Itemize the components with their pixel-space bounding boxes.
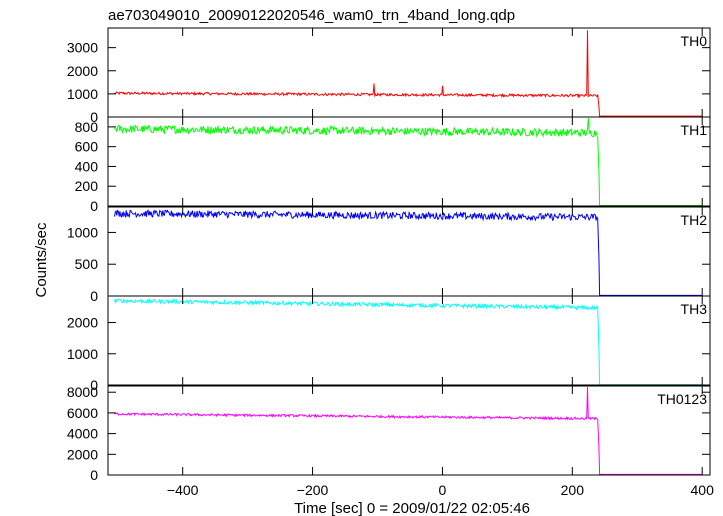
panel-th0: 0 1000 2000 3000 TH0	[67, 27, 711, 125]
x-axis-label: Time [sec] 0 = 2009/01/22 02:05:46	[294, 500, 530, 516]
series-line-th1	[114, 117, 703, 206]
panel-th3: 0 1000 2000 TH3	[67, 295, 711, 393]
y-tick-label: 800	[75, 119, 99, 135]
panel-frame	[107, 295, 711, 386]
y-tick-label: 3000	[67, 40, 98, 56]
y-tick-label: 500	[75, 256, 99, 272]
panel-label: TH0123	[657, 391, 707, 407]
y-tick-label: 0	[90, 288, 98, 304]
x-tick-label: −200	[297, 482, 329, 498]
panel-label: TH3	[681, 301, 708, 317]
y-tick-label: 1000	[67, 86, 98, 102]
series-line-th0123	[114, 386, 703, 475]
y-tick-label: 0	[90, 198, 98, 214]
y-tick-label: 2000	[67, 315, 98, 331]
y-tick-label: 0	[90, 109, 98, 125]
y-tick-label: 8000	[67, 384, 98, 400]
y-tick-label: 6000	[67, 405, 98, 421]
y-tick-label: 0	[90, 467, 98, 483]
y-tick-label: 4000	[67, 426, 98, 442]
x-tick-label: 200	[561, 482, 585, 498]
y-axis-label: Counts/sec	[33, 222, 50, 298]
y-tick-label: 0	[90, 377, 98, 393]
series-line-th0	[114, 30, 703, 117]
y-tick-label: 400	[75, 158, 99, 174]
panel-frame	[107, 27, 711, 118]
panel-th1: 0 200 400 600 800 TH1	[75, 116, 711, 214]
series-line-th3	[114, 297, 703, 386]
panel-th0123: 0 2000 4000 6000 8000 TH0123	[67, 384, 711, 483]
panel-frame	[107, 206, 711, 297]
panel-label: TH2	[681, 212, 708, 228]
y-tick-label: 1000	[67, 346, 98, 362]
x-tick-label: 400	[691, 482, 715, 498]
x-tick-label: 0	[439, 482, 447, 498]
panel-label: TH1	[681, 122, 708, 138]
panel-label: TH0	[681, 33, 708, 49]
y-tick-label: 2000	[67, 446, 98, 462]
x-tick-label: −400	[167, 482, 199, 498]
panel-frame	[107, 385, 711, 476]
y-tick-label: 2000	[67, 63, 98, 79]
y-tick-label: 200	[75, 178, 99, 194]
chart-title: ae703049010_20090122020546_wam0_trn_4ban…	[108, 7, 515, 24]
panel-frame	[107, 116, 711, 207]
y-tick-label: 600	[75, 139, 99, 155]
y-tick-label: 1000	[67, 224, 98, 240]
panel-th2: 0 500 1000 TH2	[67, 206, 711, 304]
series-line-th2	[114, 209, 703, 296]
